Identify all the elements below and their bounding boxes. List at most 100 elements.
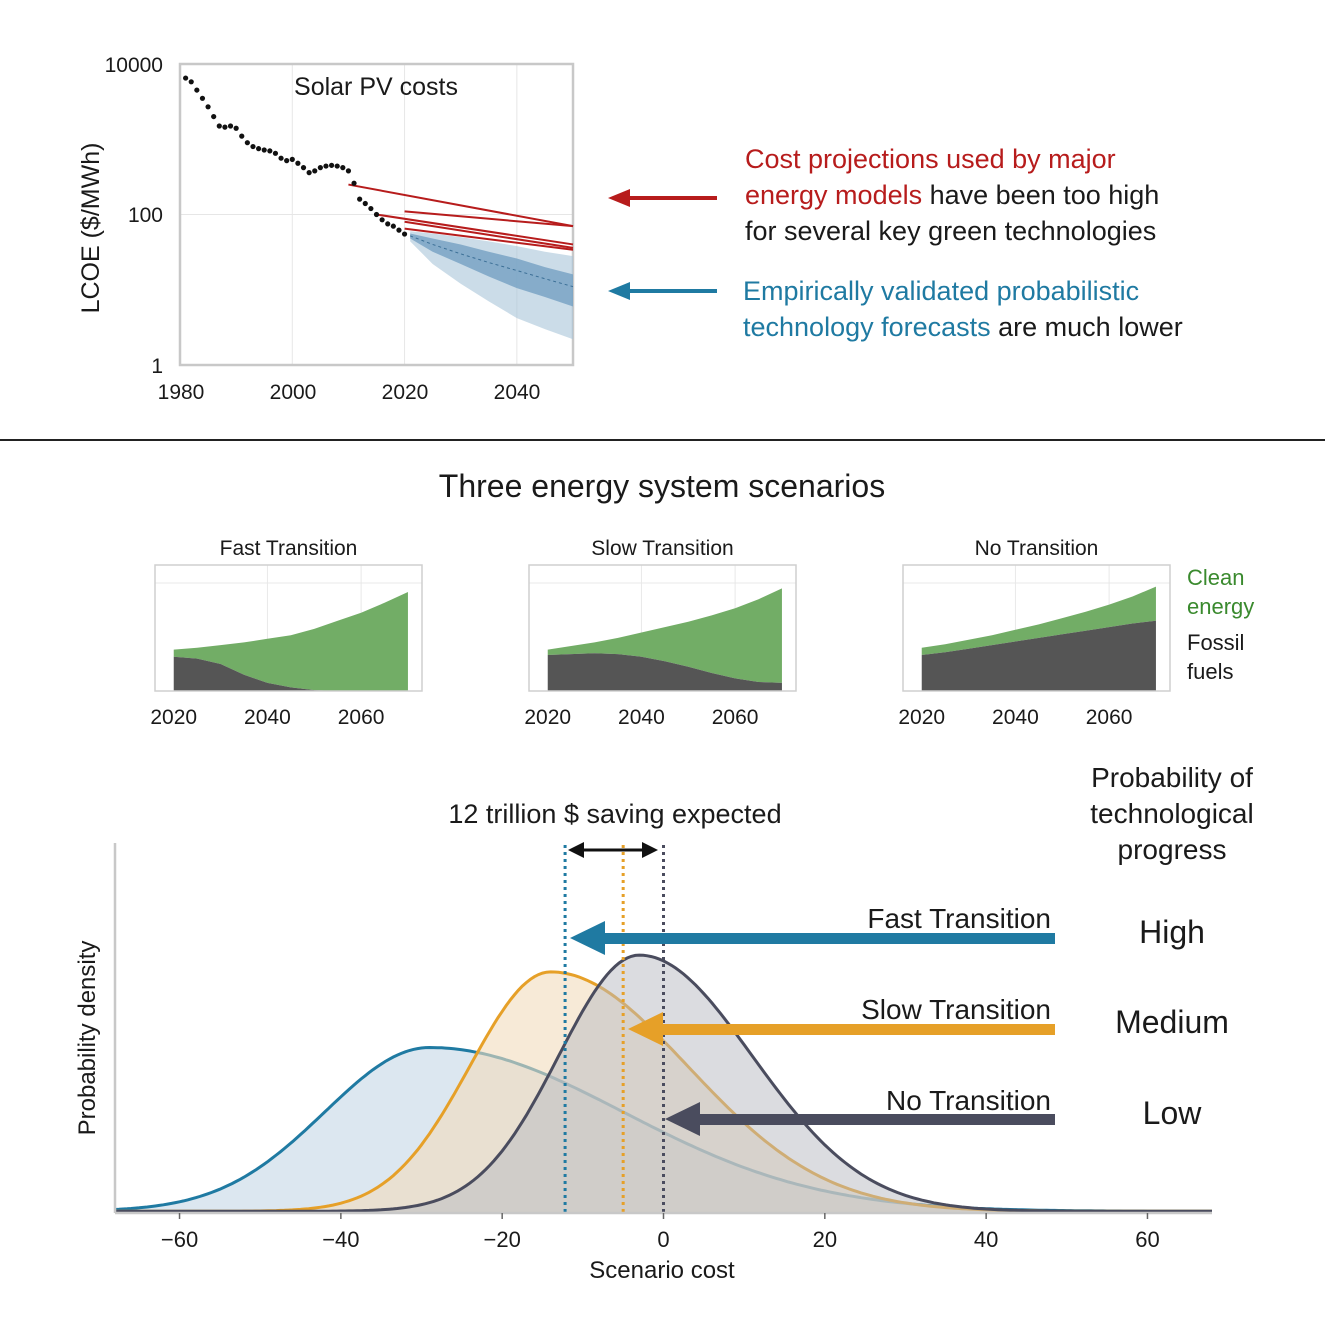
slow-arrow-head bbox=[628, 1012, 663, 1046]
top-ytick-1: 1 bbox=[151, 355, 163, 378]
projection-line-4 bbox=[404, 220, 574, 249]
historical-point bbox=[199, 95, 206, 101]
historical-point bbox=[373, 211, 380, 218]
scenario-title: Slow Transition bbox=[591, 537, 733, 560]
historical-point bbox=[317, 165, 323, 171]
prob-header-line3: progress bbox=[1118, 834, 1227, 865]
legend-clean-line1: Clean bbox=[1187, 565, 1244, 590]
prob-header-line1: Probability of bbox=[1091, 762, 1253, 793]
top-ytick-10000: 10000 bbox=[105, 54, 163, 77]
clean-energy-area bbox=[173, 592, 408, 691]
fast-prob-label: High bbox=[1139, 914, 1205, 950]
historical-point bbox=[188, 79, 194, 85]
historical-point bbox=[222, 124, 228, 130]
historical-point bbox=[267, 148, 273, 154]
scenario-xtick: 2060 bbox=[1086, 706, 1133, 729]
no-prob-label: Low bbox=[1143, 1095, 1203, 1131]
density-xlabel: Scenario cost bbox=[589, 1257, 735, 1284]
historical-point bbox=[183, 75, 189, 81]
slow-prob-label: Medium bbox=[1115, 1004, 1229, 1040]
section-divider bbox=[0, 439, 1325, 441]
scenario-xtick: 2060 bbox=[712, 706, 759, 729]
scenario-title: No Transition bbox=[975, 537, 1099, 560]
top-xtick-2000: 2000 bbox=[270, 381, 317, 404]
projection-line-3 bbox=[376, 213, 574, 246]
density-x-ticks: −60 −40 −20 0 20 40 60 bbox=[161, 1213, 1160, 1252]
historical-point bbox=[345, 168, 352, 174]
no-transition-density-curve bbox=[115, 953, 1212, 1213]
historical-point bbox=[340, 165, 346, 171]
fossil-fuels-area bbox=[173, 656, 408, 691]
historical-point bbox=[357, 196, 363, 202]
historical-point bbox=[244, 140, 250, 146]
top-chart-frame bbox=[178, 62, 575, 367]
historical-point bbox=[278, 155, 284, 161]
scenario-panel-1: Fast Transition 2020 2040 2060 bbox=[150, 537, 423, 729]
blue-annotation-line2: technology forecasts are much lower bbox=[743, 312, 1183, 342]
historical-point bbox=[250, 143, 256, 150]
legend-fossil-line1: Fossil bbox=[1187, 630, 1244, 655]
historical-point bbox=[256, 146, 262, 152]
legend-clean-line2: energy bbox=[1187, 594, 1254, 619]
slow-arrow-shaft bbox=[660, 1024, 1055, 1035]
scenario-panels: Three energy system scenarios Fast Trans… bbox=[150, 468, 1254, 729]
red-arrow-head bbox=[608, 189, 630, 207]
historical-point bbox=[300, 165, 307, 171]
density-ylabel: Probability density bbox=[74, 941, 101, 1136]
forecast-inner-band bbox=[410, 233, 573, 307]
historical-point bbox=[205, 104, 211, 110]
fast-arrow-shaft bbox=[598, 933, 1055, 944]
saving-arrow-head-left bbox=[568, 842, 584, 858]
projection-line-1 bbox=[348, 183, 574, 228]
slow-transition-label: Slow Transition bbox=[861, 994, 1051, 1025]
scenario-xtick: 2040 bbox=[992, 706, 1039, 729]
density-xtick-label: 60 bbox=[1135, 1227, 1159, 1252]
historical-point bbox=[284, 158, 290, 164]
scenario-xtick: 2020 bbox=[898, 706, 945, 729]
historical-point bbox=[351, 180, 357, 186]
red-annotation-line1: Cost projections used by major bbox=[745, 144, 1116, 174]
fast-transition-label: Fast Transition bbox=[867, 903, 1051, 934]
top-ytick-100: 100 bbox=[128, 204, 163, 227]
historical-point bbox=[295, 160, 301, 166]
scenario-xtick: 2020 bbox=[524, 706, 571, 729]
scenario-frame bbox=[528, 564, 797, 692]
scenario-xtick: 2040 bbox=[618, 706, 665, 729]
solar-pv-cost-chart: Solar PV costs 10000 100 1 1980 2000 202… bbox=[77, 54, 1183, 404]
historical-point bbox=[306, 170, 312, 176]
historical-point bbox=[390, 223, 396, 229]
red-annotation-line3: for several key green technologies bbox=[745, 216, 1156, 246]
historical-point bbox=[385, 221, 391, 227]
historical-points-group bbox=[183, 75, 408, 237]
top-xtick-2040: 2040 bbox=[494, 381, 541, 404]
historical-point bbox=[328, 162, 335, 168]
historical-point bbox=[194, 87, 200, 93]
historical-point bbox=[396, 227, 402, 233]
top-xtick-1980: 1980 bbox=[158, 381, 205, 404]
projection-line-5 bbox=[404, 227, 574, 251]
no-arrow-shaft bbox=[697, 1114, 1055, 1125]
clean-energy-area bbox=[921, 586, 1156, 655]
historical-point bbox=[227, 123, 234, 129]
red-annotation-line2: energy models have been too high bbox=[745, 180, 1159, 210]
no-transition-label: No Transition bbox=[886, 1085, 1051, 1116]
historical-point bbox=[334, 163, 340, 169]
prob-header-line2: technological bbox=[1090, 798, 1253, 829]
historical-point bbox=[379, 217, 385, 223]
legend-fossil-line2: fuels bbox=[1187, 659, 1233, 684]
clean-energy-area bbox=[547, 588, 782, 683]
historical-point bbox=[323, 163, 329, 169]
fast-transition-density-area bbox=[115, 1047, 1212, 1213]
historical-point bbox=[289, 156, 295, 162]
top-xtick-2020: 2020 bbox=[382, 381, 429, 404]
scenario-xtick: 2020 bbox=[150, 706, 197, 729]
scenario-panel-3: No Transition 2020 2040 2060 bbox=[898, 537, 1171, 729]
density-xtick-label: −60 bbox=[161, 1227, 198, 1252]
historical-point bbox=[368, 205, 374, 212]
scenarios-heading: Three energy system scenarios bbox=[439, 468, 885, 504]
top-chart-title: Solar PV costs bbox=[294, 73, 458, 101]
historical-point bbox=[233, 125, 239, 131]
historical-point bbox=[261, 147, 267, 153]
density-xtick-label: −40 bbox=[322, 1227, 359, 1252]
